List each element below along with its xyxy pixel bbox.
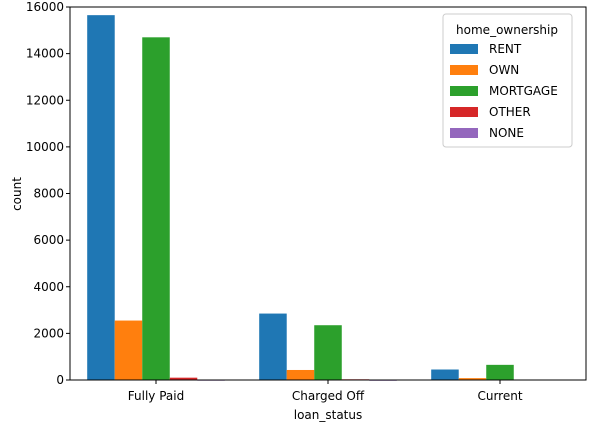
legend-swatch-other [450, 107, 478, 117]
bar-own-2 [458, 378, 487, 380]
bars-group [87, 15, 514, 381]
bar-rent-0 [87, 15, 115, 380]
y-tick-label: 0 [56, 373, 64, 387]
x-axis-label: loan_status [294, 408, 363, 422]
bar-mortgage-2 [486, 364, 514, 380]
x-axis: Fully Paid Charged Off Current [128, 380, 523, 403]
legend-swatch-rent [450, 44, 478, 54]
legend-swatch-own [450, 65, 478, 75]
legend-label-rent: RENT [489, 42, 522, 56]
y-tick-label: 16000 [26, 0, 64, 14]
y-tick-label: 12000 [26, 93, 64, 107]
y-tick-label: 10000 [26, 140, 64, 154]
legend-swatch-none [450, 128, 478, 138]
bar-other-0 [169, 377, 198, 380]
x-tick-label: Fully Paid [128, 389, 184, 403]
x-tick-label: Charged Off [292, 389, 365, 403]
bar-rent-1 [259, 313, 287, 380]
legend-label-own: OWN [489, 63, 519, 77]
legend: home_ownership RENT OWN MORTGAGE OTHER NONE [442, 13, 573, 148]
y-tick-label: 6000 [33, 233, 64, 247]
y-tick-label: 14000 [26, 47, 64, 61]
y-tick-label: 4000 [33, 280, 64, 294]
bar-own-1 [286, 369, 315, 380]
bar-mortgage-1 [314, 325, 342, 380]
legend-title: home_ownership [456, 23, 558, 37]
y-axis-label: count [10, 177, 24, 211]
legend-label-other: OTHER [489, 105, 531, 119]
bar-rent-2 [431, 369, 459, 380]
y-tick-label: 2000 [33, 326, 64, 340]
legend-swatch-mortgage [450, 86, 478, 96]
y-tick-label: 8000 [33, 187, 64, 201]
bar-own-0 [114, 320, 143, 380]
x-tick-label: Current [477, 389, 522, 403]
legend-label-mortgage: MORTGAGE [489, 84, 558, 98]
bar-mortgage-0 [142, 37, 170, 381]
y-axis: 0 2000 4000 6000 8000 10000 12000 14000 16000 [26, 0, 70, 387]
legend-label-none: NONE [489, 126, 524, 140]
